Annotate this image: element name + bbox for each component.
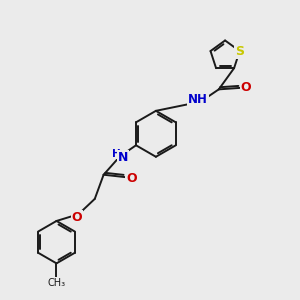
Text: NH: NH [188, 94, 208, 106]
Text: H: H [112, 148, 121, 158]
Text: O: O [126, 172, 136, 185]
Text: O: O [241, 81, 251, 94]
Text: CH₃: CH₃ [47, 278, 66, 288]
Text: O: O [72, 211, 83, 224]
Text: N: N [118, 152, 128, 164]
Text: S: S [235, 44, 244, 58]
